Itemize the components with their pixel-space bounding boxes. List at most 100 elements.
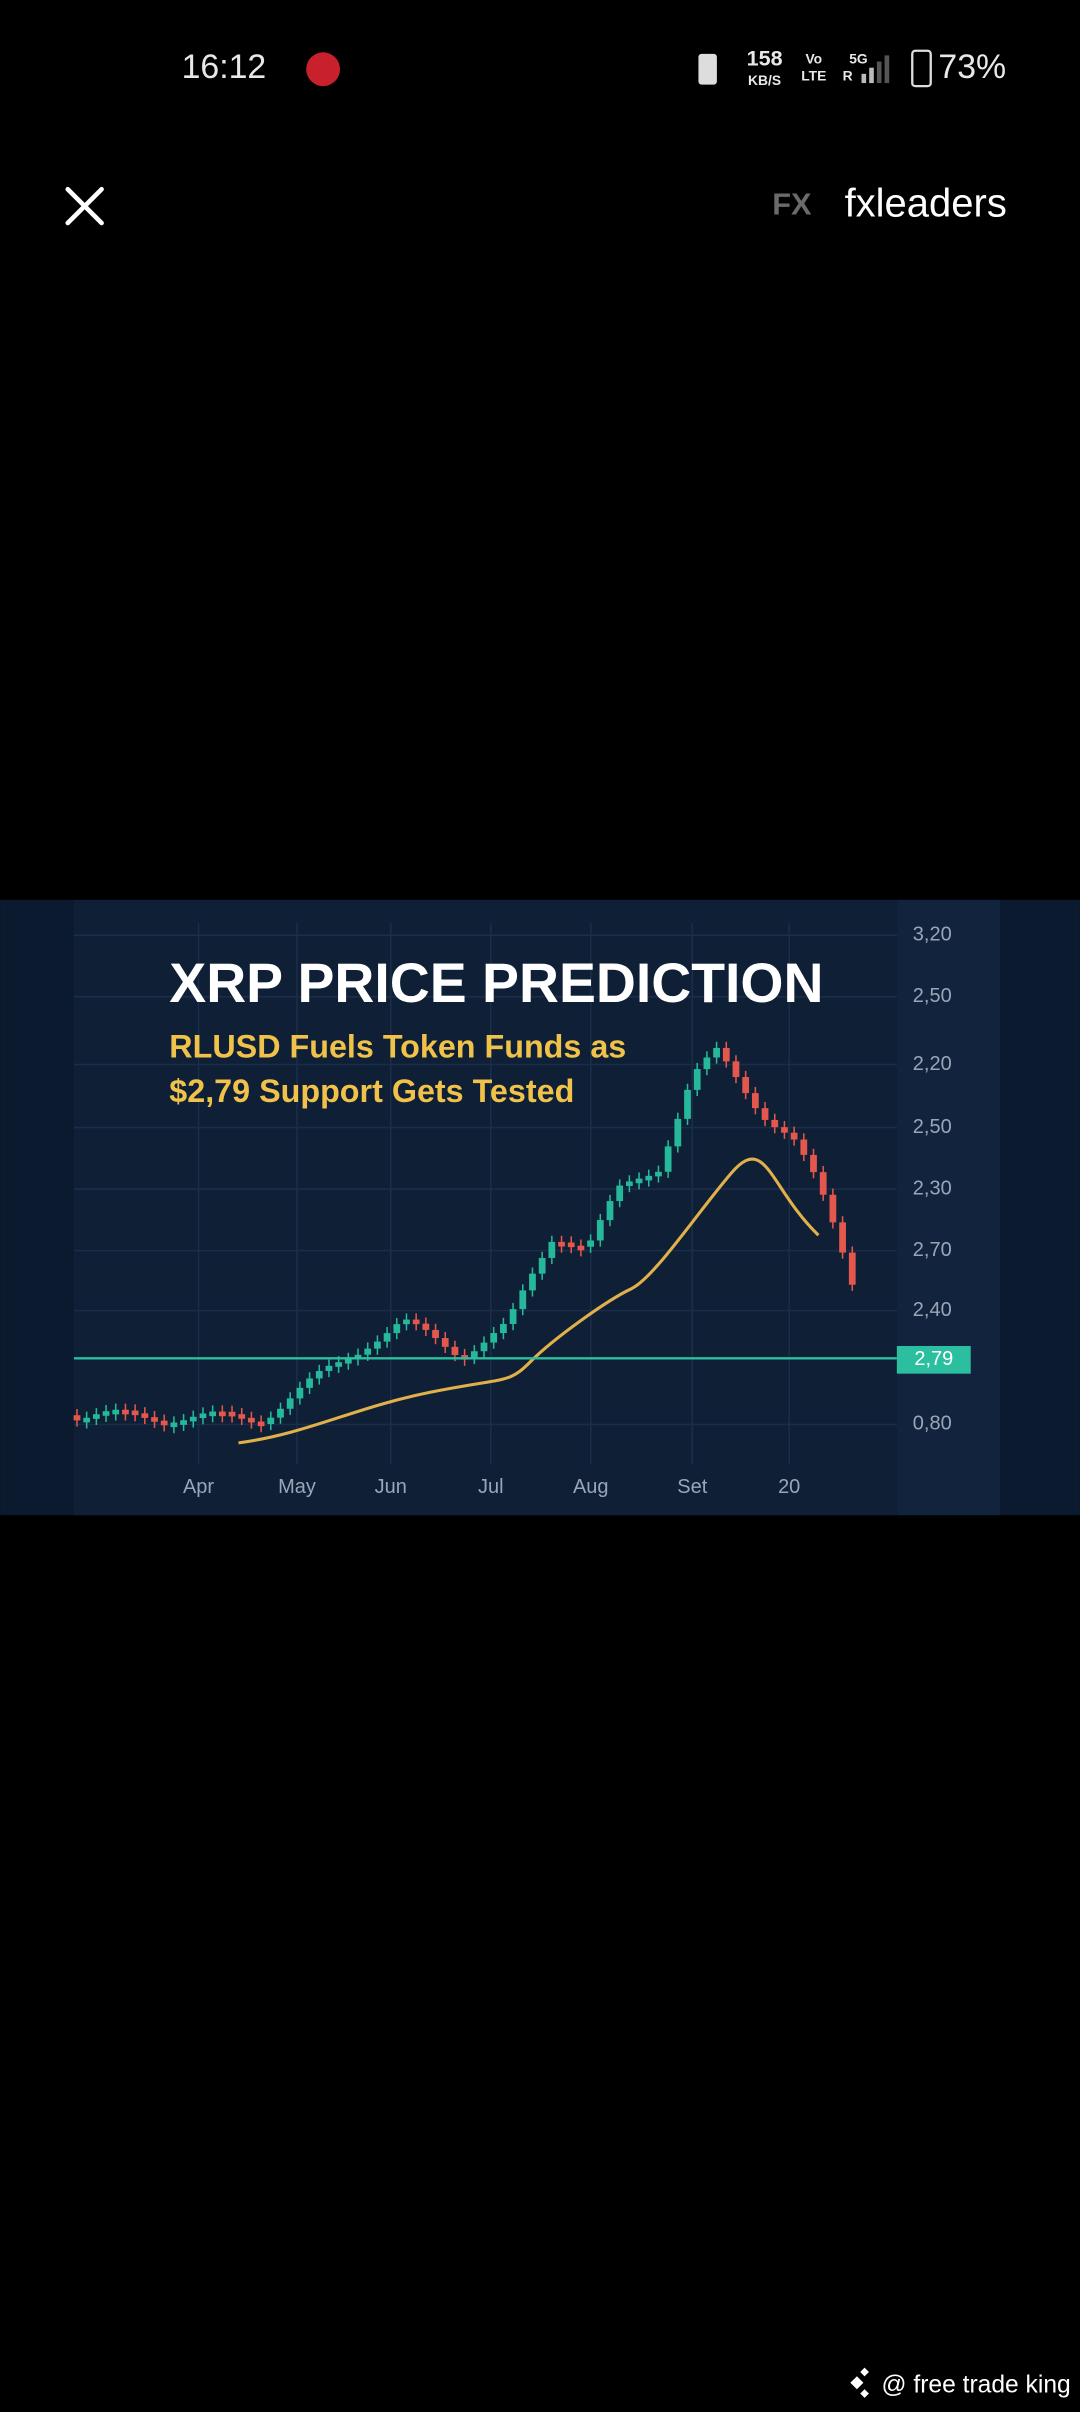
candle-body xyxy=(248,1417,255,1423)
image-subtitle: RLUSD Fuels Token Funds as xyxy=(169,1029,626,1065)
candle-body xyxy=(703,1057,711,1070)
volte-top: Vo xyxy=(805,51,822,67)
candle-body xyxy=(596,1220,604,1241)
candle-body xyxy=(742,1077,750,1094)
network-speed: 158 xyxy=(747,47,783,71)
candle-body xyxy=(645,1175,653,1181)
candle-body xyxy=(819,1172,827,1195)
candle-body xyxy=(73,1415,81,1421)
candle-body xyxy=(829,1194,837,1223)
y-axis-label: 2,40 xyxy=(913,1299,952,1321)
notification-icon xyxy=(306,52,341,87)
candle-body xyxy=(529,1273,536,1291)
candle-body xyxy=(606,1201,614,1221)
x-axis-label: May xyxy=(278,1476,316,1498)
candle-body xyxy=(325,1365,333,1372)
candle-body xyxy=(664,1146,672,1172)
vibrate-icon xyxy=(698,53,717,85)
candle-body xyxy=(412,1319,420,1325)
candle-body xyxy=(131,1410,139,1416)
x-axis-label: Jun xyxy=(375,1476,407,1498)
candle-body xyxy=(296,1387,304,1399)
candle-body xyxy=(558,1241,565,1247)
candle-body xyxy=(344,1358,352,1364)
candle-body xyxy=(839,1222,846,1253)
candle-body xyxy=(364,1348,372,1355)
candle-body xyxy=(112,1409,120,1415)
x-axis-label: Apr xyxy=(183,1476,214,1498)
grid xyxy=(73,922,897,1465)
candle-body xyxy=(151,1417,158,1422)
site-name: fxleaders xyxy=(845,182,1007,226)
candle-body xyxy=(335,1362,343,1367)
candle-body xyxy=(713,1047,720,1058)
watermark: @ free trade king xyxy=(882,2371,1071,2398)
candle-body xyxy=(751,1093,759,1109)
candle-body xyxy=(577,1245,585,1251)
candle-body xyxy=(771,1119,779,1128)
candle-body xyxy=(180,1420,187,1425)
candle-body xyxy=(635,1178,643,1184)
candle-body xyxy=(102,1411,110,1416)
candle-body xyxy=(122,1409,129,1415)
x-axis-label: Jul xyxy=(478,1476,504,1498)
candle-body xyxy=(209,1411,217,1417)
candle-body xyxy=(218,1411,226,1417)
candle-body xyxy=(267,1417,275,1425)
support-badge xyxy=(896,1345,971,1374)
candle-body xyxy=(616,1185,624,1202)
candle-body xyxy=(257,1421,265,1427)
candle-body xyxy=(354,1354,362,1360)
candle-body xyxy=(160,1420,168,1426)
candle-body xyxy=(781,1127,788,1133)
x-axis-label: 20 xyxy=(778,1476,800,1498)
candle-body xyxy=(306,1378,313,1388)
image-subtitle: $2,79 Support Gets Tested xyxy=(169,1073,574,1109)
candle-body xyxy=(199,1413,207,1419)
candle-body xyxy=(693,1069,701,1090)
candles xyxy=(73,1041,856,1434)
candle-body xyxy=(228,1411,236,1417)
logo: FX xyxy=(772,186,812,221)
y-axis-label: 2,50 xyxy=(913,985,952,1007)
y-axis-label: 0,80 xyxy=(913,1413,952,1435)
battery-level: 73% xyxy=(938,48,1006,86)
candle-body xyxy=(800,1139,808,1155)
candle-body xyxy=(441,1338,449,1347)
candle-body xyxy=(480,1342,488,1352)
close-button[interactable] xyxy=(65,186,104,226)
y-axis-label: 3,20 xyxy=(913,924,952,946)
candle-body xyxy=(141,1413,149,1418)
candle-body xyxy=(403,1319,410,1325)
signal-top: 5G xyxy=(849,51,867,67)
candle-body xyxy=(374,1341,381,1349)
candle-body xyxy=(567,1242,575,1248)
candle-body xyxy=(722,1047,730,1062)
candle-body xyxy=(761,1108,769,1120)
support-label: 2,79 xyxy=(914,1348,953,1370)
candle-body xyxy=(655,1171,662,1177)
candle-body xyxy=(315,1371,323,1379)
candle-body xyxy=(189,1416,197,1422)
candle-body xyxy=(732,1061,740,1078)
candle-body xyxy=(238,1414,246,1419)
candle-body xyxy=(490,1333,498,1343)
battery-icon xyxy=(911,49,932,88)
candle-body xyxy=(383,1333,391,1342)
image-title: XRP PRICE PREDICTION xyxy=(169,952,823,1014)
x-axis-label: Aug xyxy=(573,1476,609,1498)
candle-body xyxy=(170,1422,178,1428)
candle-body xyxy=(500,1324,507,1334)
clock: 16:12 xyxy=(182,48,267,86)
volte-bottom: LTE xyxy=(801,68,826,84)
moving-average xyxy=(238,1157,820,1445)
candle-body xyxy=(92,1414,100,1419)
x-axis-label: Set xyxy=(677,1476,707,1498)
candle-body xyxy=(509,1309,517,1325)
candle-body xyxy=(684,1089,691,1119)
candle-body xyxy=(277,1408,284,1418)
candle-body xyxy=(393,1324,401,1334)
candle-body xyxy=(848,1252,856,1285)
candle-body xyxy=(432,1329,439,1339)
